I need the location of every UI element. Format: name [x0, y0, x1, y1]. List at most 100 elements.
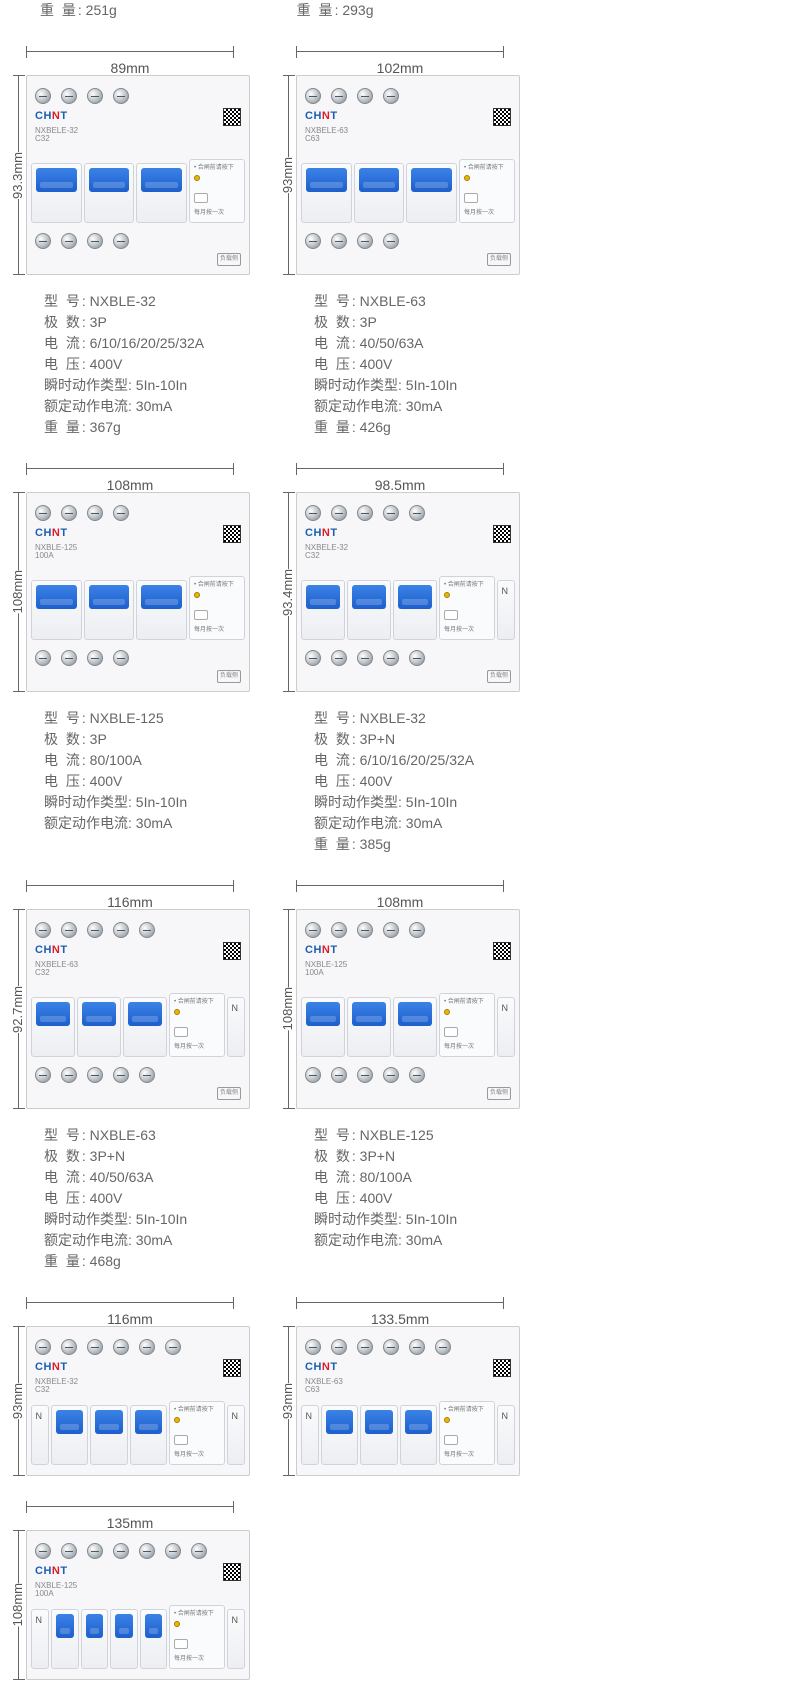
- screw-icon: [139, 922, 155, 938]
- qr-icon: [493, 108, 511, 126]
- screw-icon: [87, 1543, 103, 1559]
- dim-top: 108mm: [280, 885, 520, 909]
- rcd-module: • 合闸前请按下每月按一次: [439, 993, 495, 1057]
- dim-side: 93.4mm: [280, 492, 296, 692]
- product-image: CHNT NXBELE-32C32 • 合闸前请按下每月按一次 负载侧: [26, 75, 250, 275]
- dim-top: 135mm: [10, 1506, 250, 1530]
- screw-icon: [61, 922, 77, 938]
- pole-row: • 合闸前请按下每月按一次N: [301, 567, 515, 640]
- screw-icon: [87, 922, 103, 938]
- breaker-pole: [136, 580, 187, 640]
- screw-icon: [165, 1679, 181, 1680]
- screw-icon: [435, 1339, 451, 1355]
- screw-icon: [331, 88, 347, 104]
- dim-side: 108mm: [10, 1530, 26, 1680]
- neutral-pole: N: [227, 997, 245, 1057]
- screw-icon: [305, 88, 321, 104]
- screw-icon: [87, 1339, 103, 1355]
- screw-icon: [409, 1067, 425, 1083]
- screw-icon: [357, 922, 373, 938]
- top-partial-row: 重 量: 251g 重 量: 293g: [0, 0, 790, 41]
- product-cell: 116mm 93mm CHNT NXBELE-32C32 N• 合: [10, 1292, 250, 1476]
- screw-icon: [357, 88, 373, 104]
- screw-icon: [139, 1679, 155, 1680]
- screw-icon: [383, 1067, 399, 1083]
- dim-top: 116mm: [10, 885, 250, 909]
- screw-icon: [35, 1339, 51, 1355]
- brand-logo: CHNT: [35, 1359, 78, 1376]
- switch-toggle: [89, 585, 130, 609]
- partial-spec-0: 重 量: 251g: [40, 0, 237, 21]
- screw-row: [305, 505, 511, 521]
- qr-icon: [223, 1359, 241, 1377]
- screw-icon: [35, 88, 51, 104]
- switch-toggle: [306, 1002, 340, 1026]
- breaker-pole: [84, 580, 135, 640]
- screw-icon: [357, 1339, 373, 1355]
- model-code: NXBELE-63C32: [35, 961, 78, 979]
- screw-icon: [357, 1475, 373, 1476]
- screw-row: [305, 1475, 511, 1476]
- screw-icon: [435, 1475, 451, 1476]
- product-image: CHNT NXBELE-32C32 • 合闸前请按下每月按一次N 负载侧: [296, 492, 520, 692]
- screw-icon: [331, 922, 347, 938]
- switch-toggle: [82, 1002, 116, 1026]
- spec-block: 型 号: NXBLE-63 极 数: 3P 电 流: 40/50/63A 电 压…: [314, 291, 520, 438]
- screw-icon: [61, 1067, 77, 1083]
- screw-row: [305, 650, 511, 666]
- qr-icon: [493, 942, 511, 960]
- rcd-module: • 合闸前请按下每月按一次: [439, 576, 495, 640]
- breaker-pole: [321, 1405, 358, 1465]
- product-image: CHNT NXBLE-125100A N• 合闸前请按下每月按一次N 负载侧: [26, 1530, 250, 1680]
- screw-icon: [331, 233, 347, 249]
- screw-row: [35, 650, 241, 666]
- screw-row: [35, 1679, 241, 1680]
- spec-block: 型 号: NXBLE-32 极 数: 3P+N 电 流: 6/10/16/20/…: [314, 708, 520, 855]
- breaker-pole: [136, 163, 187, 223]
- screw-icon: [113, 505, 129, 521]
- screw-icon: [331, 1067, 347, 1083]
- brand-logo: CHNT: [35, 1563, 77, 1580]
- screw-icon: [305, 233, 321, 249]
- screw-icon: [383, 505, 399, 521]
- spec-block: 型 号: NXBLE-63 极 数: 3P+N 电 流: 40/50/63A 电…: [44, 1125, 250, 1272]
- breaker-pole: [51, 1405, 88, 1465]
- test-tag: 负载侧: [217, 1087, 241, 1100]
- pole-row: • 合闸前请按下每月按一次N: [31, 984, 245, 1057]
- product-cell: 116mm 92.7mm CHNT NXBELE-63C32 •: [10, 875, 250, 1272]
- pole-row: N• 合闸前请按下每月按一次N: [301, 1401, 515, 1465]
- screw-row: [35, 1067, 241, 1083]
- product-cell: 135mm 108mm CHNT NXBLE-125100A N•: [10, 1496, 250, 1680]
- screw-icon: [139, 1067, 155, 1083]
- qr-icon: [223, 525, 241, 543]
- screw-icon: [35, 505, 51, 521]
- brand-logo: CHNT: [35, 525, 77, 542]
- screw-icon: [305, 922, 321, 938]
- value-weight: 251g: [86, 2, 117, 18]
- rcd-module: • 合闸前请按下每月按一次: [189, 576, 245, 640]
- dim-side: 93mm: [280, 75, 296, 275]
- dim-side: 108mm: [10, 492, 26, 692]
- breaker-pole: [393, 997, 437, 1057]
- breaker-pole: [123, 997, 167, 1057]
- screw-icon: [357, 1067, 373, 1083]
- breaker-pole: [393, 580, 437, 640]
- screw-icon: [305, 650, 321, 666]
- product-cell: 98.5mm 93.4mm CHNT NXBELE-32C32 •: [280, 458, 520, 855]
- breaker-pole: [354, 163, 405, 223]
- brand-logo: CHNT: [305, 1359, 343, 1376]
- screw-icon: [409, 1475, 425, 1476]
- rcd-module: • 合闸前请按下每月按一次: [189, 159, 245, 223]
- product-cell: 133.5mm 93mm CHNT NXBLE-63C63 N•: [280, 1292, 520, 1476]
- screw-icon: [331, 1475, 347, 1476]
- switch-toggle: [352, 1002, 386, 1026]
- label-weight: 重 量: [297, 2, 335, 18]
- switch-toggle: [141, 168, 182, 192]
- model-code: NXBELE-63C63: [305, 127, 348, 145]
- switch-toggle: [326, 1410, 353, 1434]
- screw-icon: [165, 1339, 181, 1355]
- test-tag: 负载侧: [487, 253, 511, 266]
- dim-top: 108mm: [10, 468, 250, 492]
- screw-icon: [113, 1067, 129, 1083]
- partial-spec-1: 重 量: 293g: [297, 0, 494, 21]
